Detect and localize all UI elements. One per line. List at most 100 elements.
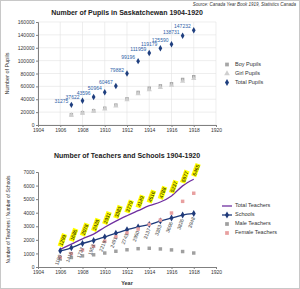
- marker: [159, 247, 162, 250]
- tick: 1918: [189, 125, 200, 133]
- tick: 5000: [23, 196, 38, 202]
- tick: 1916: [166, 267, 177, 275]
- tick-mark: [36, 267, 38, 268]
- marker: [181, 250, 184, 253]
- marker: [92, 94, 96, 100]
- tick-mark: [36, 125, 38, 126]
- tick: 60000: [21, 83, 38, 89]
- label-highlight: [58, 233, 68, 247]
- data-labels: 3127537622435965096460467798829919611195…: [54, 23, 190, 104]
- tick: 1906: [55, 125, 66, 133]
- legend-item: Total Teachers: [222, 202, 271, 208]
- tick-label: 0: [32, 122, 35, 128]
- data-label-group: 2078: [79, 222, 89, 236]
- tick-label: 1908: [77, 269, 88, 275]
- tick: 4000: [23, 210, 38, 216]
- data-label: 1299: [58, 234, 68, 247]
- grid-line: [171, 22, 172, 125]
- grid-line: [60, 22, 61, 125]
- tick: 1904: [33, 125, 44, 133]
- marker: [69, 112, 74, 117]
- legend-marker: [225, 231, 229, 235]
- marker: [125, 97, 128, 100]
- marker: [103, 89, 107, 95]
- series-line: [60, 213, 194, 250]
- label-highlight: [169, 180, 179, 194]
- tick-label: 20000: [21, 109, 35, 115]
- legend-label: Male Teachers: [235, 220, 271, 226]
- marker: [81, 111, 84, 114]
- data-labels: 1299168620782428293133833779414945164788…: [53, 163, 201, 266]
- data-label: 125590: [152, 37, 169, 43]
- data-label-group: 4516: [146, 189, 156, 203]
- marker: [159, 218, 162, 221]
- data-label-group: 3826: [175, 218, 185, 231]
- data-label: 4149: [135, 195, 145, 208]
- data-label: 3948: [187, 216, 197, 229]
- data-label-group: 2743: [120, 232, 130, 245]
- marker: [159, 45, 163, 51]
- label-highlight: [191, 163, 201, 177]
- tick-label: 1918: [189, 269, 200, 275]
- y-axis: 01000200030004000500060007000: [23, 169, 38, 270]
- tick-mark: [36, 213, 38, 214]
- data-label-group: 1416: [64, 250, 74, 263]
- axis-line: [36, 23, 39, 126]
- tick-label: 4000: [23, 210, 34, 216]
- data-label: 60467: [99, 79, 113, 85]
- legend-marker: [225, 222, 229, 226]
- legend-label: Total Pupils: [235, 79, 263, 85]
- marker: [136, 223, 140, 230]
- plot-area: [69, 27, 197, 117]
- series-line: [60, 179, 194, 249]
- label-highlight: [147, 189, 157, 203]
- tick-mark: [36, 186, 38, 187]
- marker: [181, 32, 185, 38]
- data-label-group: 2219: [98, 240, 108, 253]
- tick-label: 1000: [23, 251, 34, 257]
- marker: [113, 103, 118, 108]
- marker: [147, 221, 151, 228]
- data-label-group: 1953: [86, 243, 96, 256]
- tick-label: 60000: [21, 83, 35, 89]
- data-label: 2219: [98, 240, 108, 253]
- grid-line: [216, 22, 217, 125]
- data-label-group: 4788: [157, 186, 167, 200]
- marker: [148, 247, 151, 250]
- legend-item: Girl Pupils: [224, 70, 260, 76]
- tick-label: 0: [32, 264, 35, 270]
- grid-line: [149, 22, 150, 125]
- tick: 1916: [166, 125, 177, 133]
- legend-label: Total Teachers: [235, 202, 271, 208]
- tick-mark: [36, 172, 38, 173]
- data-label-group: 1190: [53, 254, 62, 266]
- tick-mark: [36, 86, 38, 87]
- legend-item: Boy Pupils: [225, 61, 261, 67]
- tick: 1000: [23, 251, 38, 257]
- data-label: 79882: [110, 67, 124, 73]
- frame: [1, 1, 300, 289]
- data-label: 4516: [147, 190, 157, 203]
- tick-label: 1916: [166, 269, 177, 275]
- data-label: 1686: [69, 228, 79, 241]
- plot-area: [58, 179, 196, 260]
- marker: [92, 237, 96, 244]
- tick-label: 120000: [18, 45, 35, 51]
- data-label: 2950: [131, 230, 141, 243]
- label-highlight: [102, 211, 112, 225]
- tick: 0: [32, 122, 38, 128]
- marker: [124, 97, 129, 102]
- data-label: 5237: [169, 180, 179, 193]
- y-axis: 0200004000060000800001000001200001400001…: [18, 19, 39, 128]
- tick-label: 2000: [23, 237, 34, 243]
- data-label-group: 1299: [57, 233, 67, 247]
- tick-mark: [36, 22, 38, 23]
- data-label-group: 2950: [131, 230, 141, 243]
- marker: [158, 84, 163, 89]
- data-label: 147232: [174, 23, 191, 29]
- tick: 1910: [100, 125, 111, 133]
- marker: [136, 247, 139, 250]
- tick: 0: [32, 264, 38, 270]
- tick: 160000: [18, 19, 38, 25]
- grid: [38, 22, 216, 125]
